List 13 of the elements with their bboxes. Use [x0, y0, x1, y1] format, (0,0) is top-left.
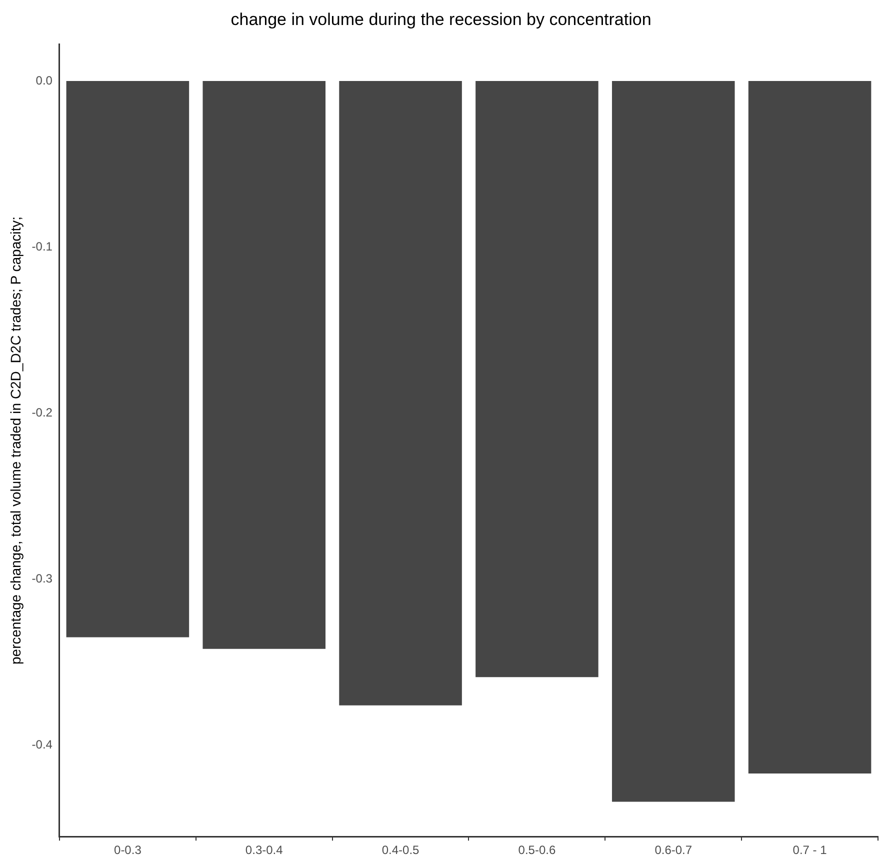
x-tick-label: 0.6-0.7: [654, 843, 692, 858]
y-tick-label: -0.2: [32, 405, 53, 420]
x-tick-label: 0-0.3: [114, 843, 142, 858]
y-tick-label: 0.0: [36, 73, 53, 88]
x-tick-label: 0.3-0.4: [245, 843, 284, 858]
y-axis-title: percentage change, total volume traded in C2D_D2C trades; P capacity;: [7, 216, 24, 664]
y-tick-label: -0.1: [32, 239, 53, 254]
x-tick-label: 0.4-0.5: [382, 843, 420, 858]
chart-title: change in volume during the recession by concentration: [230, 10, 652, 29]
x-tick-label: 0.5-0.6: [518, 843, 556, 858]
y-tick-label: -0.3: [32, 571, 53, 586]
y-tick-label: -0.4: [32, 738, 53, 752]
x-tick-label: 0.7 - 1: [792, 843, 828, 858]
